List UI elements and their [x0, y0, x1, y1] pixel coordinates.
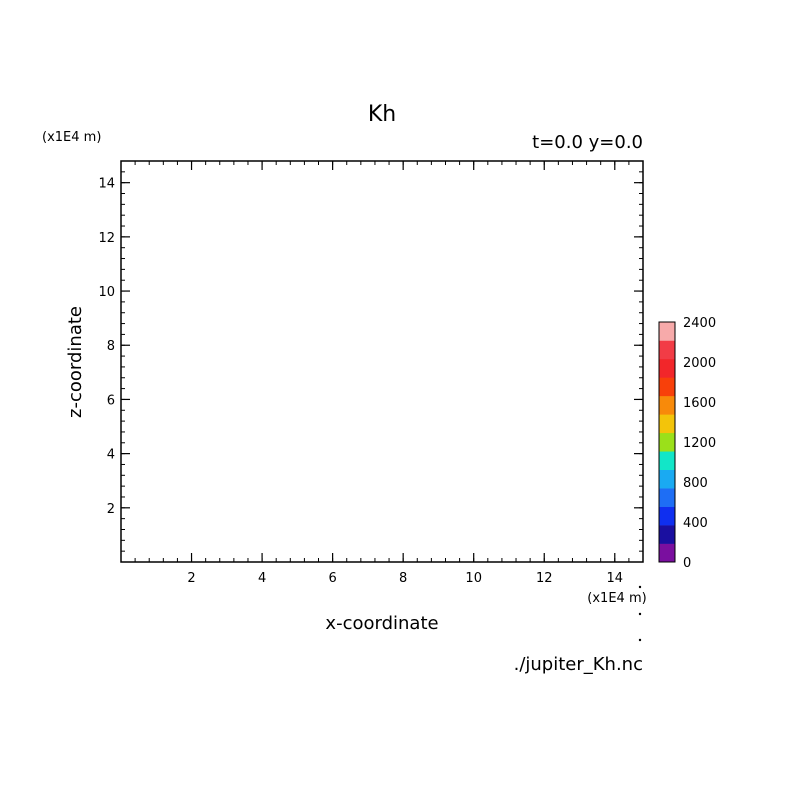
x-tick-labels: 2 4 6 8 10 12 14 [187, 571, 623, 586]
x-tick-label: 8 [399, 571, 407, 586]
colorbar [658, 321, 676, 563]
colorbar-segment [659, 488, 675, 507]
y-tick-label: 2 [107, 502, 115, 517]
dot-marker [638, 638, 642, 642]
dot-marker [638, 585, 642, 589]
y-tick-label: 6 [107, 393, 115, 408]
decorative-dots [638, 585, 642, 642]
colorbar-segment [659, 322, 675, 341]
x-tick-label: 2 [187, 571, 195, 586]
colorbar-segment [659, 358, 675, 378]
colorbar-segment [659, 543, 675, 563]
colorbar-tick-label: 400 [683, 516, 708, 531]
colorbar-segment [659, 395, 675, 415]
colorbar-segment [659, 469, 675, 489]
y-axis-unit: (x1E4 m) [42, 130, 101, 145]
dot-marker [638, 612, 642, 616]
colorbar-frame [658, 321, 676, 563]
chart-title: Kh [368, 102, 396, 127]
y-tick-labels: 2 4 6 8 10 12 14 [98, 177, 115, 517]
y-tick-label: 4 [107, 448, 115, 463]
colorbar-segment [659, 525, 675, 544]
axis-ticks [121, 161, 643, 562]
colorbar-segment [659, 414, 675, 434]
colorbar-tick-label: 0 [683, 556, 691, 571]
y-tick-label: 14 [98, 177, 115, 192]
colorbar-tick-label: 1600 [683, 396, 716, 411]
colorbar-tick-labels: 0 400 800 1200 1600 2000 2400 [683, 316, 716, 571]
x-axis-label: x-coordinate [325, 613, 438, 634]
colorbar-segment [659, 377, 675, 397]
x-tick-label: 6 [328, 571, 336, 586]
colorbar-tick-label: 1200 [683, 436, 716, 451]
y-tick-label: 10 [98, 285, 115, 300]
x-tick-label: 12 [536, 571, 553, 586]
colorbar-tick-label: 2000 [683, 356, 716, 371]
colorbar-segment [659, 340, 675, 360]
colorbar-segment [659, 432, 675, 452]
x-axis-unit: (x1E4 m) [587, 591, 646, 606]
colorbar-tick-label: 2400 [683, 316, 716, 331]
x-tick-label: 10 [465, 571, 482, 586]
y-tick-label: 8 [107, 339, 115, 354]
x-tick-label: 4 [258, 571, 266, 586]
colorbar-segment [659, 506, 675, 526]
colorbar-tick-label: 800 [683, 476, 708, 491]
colorbar-segment [659, 451, 675, 470]
source-filename: ./jupiter_Kh.nc [514, 654, 643, 675]
y-tick-label: 12 [98, 231, 115, 246]
plot-area [120, 160, 644, 563]
chart-subtitle: t=0.0 y=0.0 [532, 132, 643, 153]
x-tick-label: 14 [607, 571, 624, 586]
y-axis-label: z-coordinate [65, 306, 86, 418]
